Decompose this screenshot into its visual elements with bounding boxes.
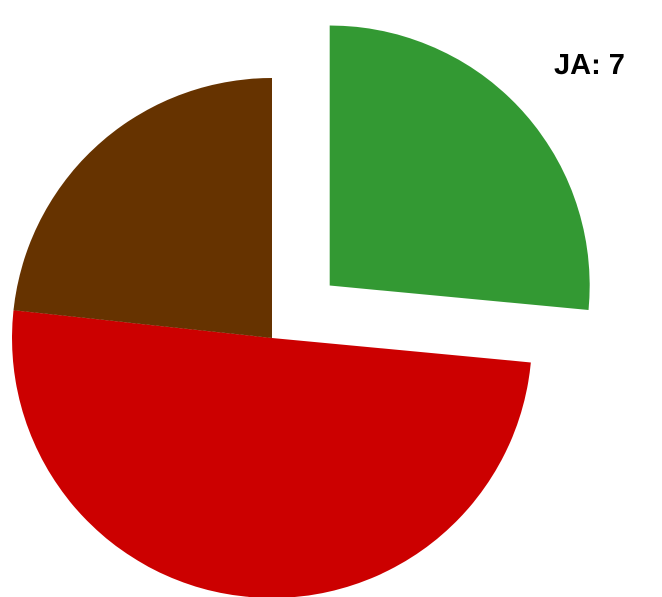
slice-label-ja: JA: 7 — [554, 49, 625, 81]
pie-slice-ja — [329, 25, 590, 310]
pie-slice-2 — [12, 310, 531, 597]
pie-slices — [12, 25, 590, 597]
pie-slice-3 — [13, 77, 273, 338]
